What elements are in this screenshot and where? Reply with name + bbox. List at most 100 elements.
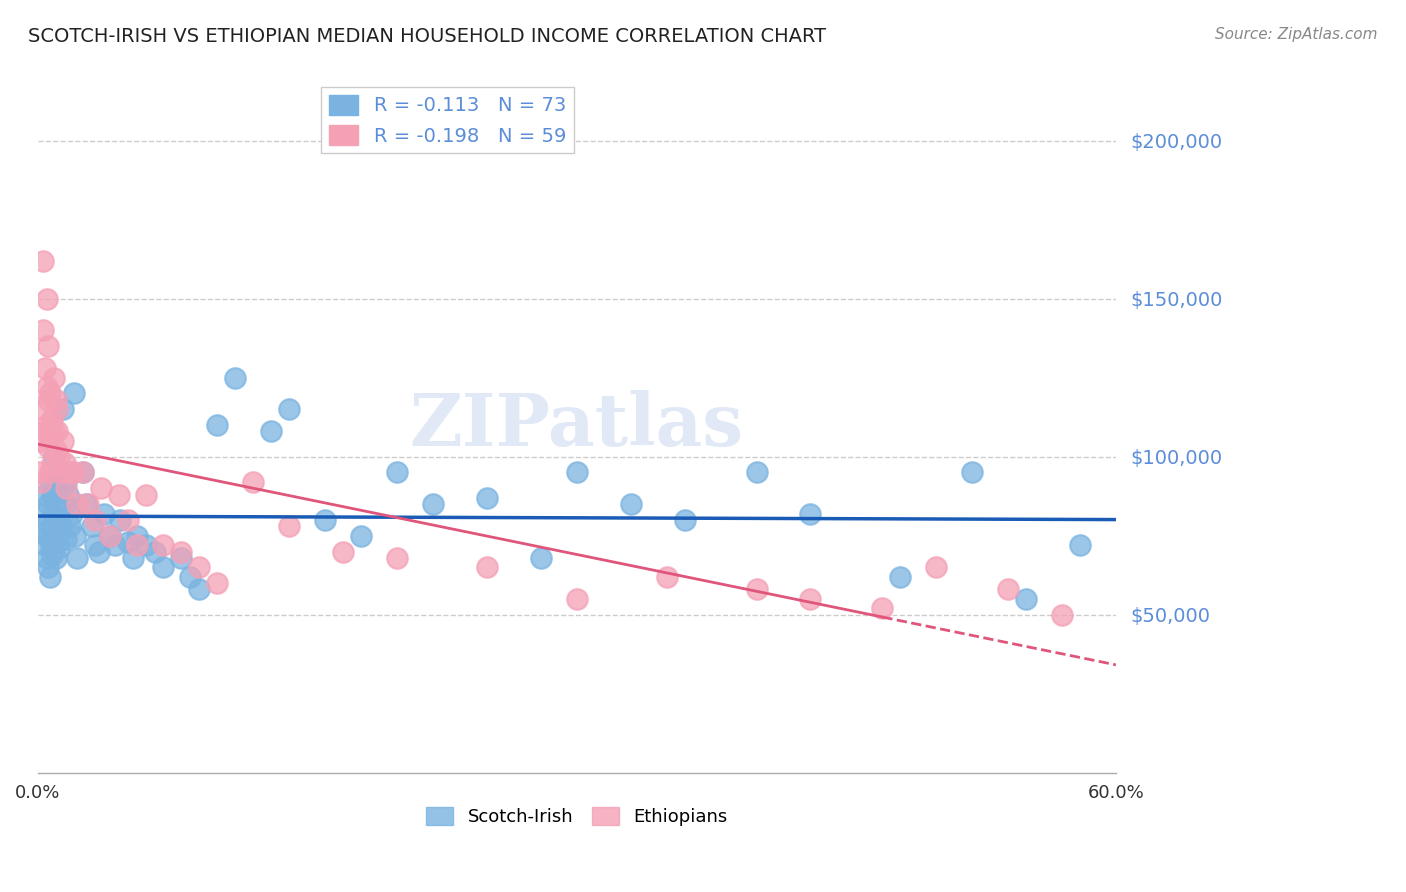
Point: [55, 532, 77, 546]
Point: [49, 466, 72, 480]
Point: [93, 507, 115, 521]
Point: [80, 519, 103, 533]
Point: [42, 370, 65, 384]
Point: [98, 529, 121, 543]
Point: [28, 466, 51, 480]
Point: [34, 538, 56, 552]
Point: [72, 466, 94, 480]
Point: [745, 582, 768, 597]
Point: [117, 535, 139, 549]
Point: [41, 411, 63, 425]
Point: [32, 525, 55, 540]
Point: [39, 466, 62, 480]
Point: [179, 570, 201, 584]
Point: [110, 513, 132, 527]
Point: [134, 488, 156, 502]
Point: [997, 582, 1019, 597]
Point: [1069, 538, 1091, 552]
Point: [35, 418, 58, 433]
Point: [475, 560, 498, 574]
Point: [48, 513, 70, 527]
Point: [385, 550, 408, 565]
Point: [32, 253, 55, 268]
Point: [35, 516, 58, 530]
Point: [30, 507, 52, 521]
Point: [152, 538, 174, 552]
Point: [41, 456, 63, 470]
Point: [55, 481, 77, 495]
Point: [37, 529, 59, 543]
Point: [52, 402, 75, 417]
Point: [55, 475, 77, 489]
Point: [170, 550, 193, 565]
Point: [49, 466, 72, 480]
Point: [872, 601, 894, 615]
Point: [98, 529, 121, 543]
Point: [53, 497, 76, 511]
Point: [278, 402, 301, 417]
Point: [242, 475, 264, 489]
Point: [37, 497, 59, 511]
Point: [37, 440, 59, 454]
Point: [960, 466, 983, 480]
Point: [35, 292, 58, 306]
Point: [53, 456, 76, 470]
Point: [49, 519, 72, 533]
Point: [39, 570, 62, 584]
Point: [30, 434, 52, 448]
Point: [41, 519, 63, 533]
Point: [39, 475, 62, 489]
Point: [41, 548, 63, 562]
Point: [58, 488, 80, 502]
Point: [77, 497, 100, 511]
Point: [39, 386, 62, 401]
Point: [66, 497, 89, 511]
Point: [565, 466, 588, 480]
Point: [62, 466, 84, 480]
Point: [673, 513, 696, 527]
Point: [52, 434, 75, 448]
Point: [37, 392, 59, 407]
Point: [799, 591, 821, 606]
Point: [117, 513, 139, 527]
Text: ZIPatlas: ZIPatlas: [409, 390, 744, 460]
Point: [46, 402, 69, 417]
Point: [134, 538, 156, 552]
Point: [39, 535, 62, 549]
Point: [799, 507, 821, 521]
Point: [1015, 591, 1038, 606]
Point: [84, 538, 107, 552]
Point: [745, 466, 768, 480]
Point: [62, 386, 84, 401]
Point: [125, 538, 148, 552]
Point: [42, 425, 65, 439]
Point: [889, 570, 911, 584]
Point: [122, 550, 145, 565]
Point: [1050, 607, 1073, 622]
Point: [65, 529, 87, 543]
Point: [332, 544, 354, 558]
Point: [45, 443, 67, 458]
Point: [107, 488, 129, 502]
Point: [422, 497, 444, 511]
Point: [46, 425, 69, 439]
Point: [37, 339, 59, 353]
Point: [41, 488, 63, 502]
Point: [188, 560, 211, 574]
Point: [152, 560, 174, 574]
Point: [84, 513, 107, 527]
Point: [46, 535, 69, 549]
Point: [34, 425, 56, 439]
Point: [87, 544, 110, 558]
Point: [60, 507, 83, 521]
Point: [188, 582, 211, 597]
Point: [39, 425, 62, 439]
Point: [207, 418, 229, 433]
Point: [72, 466, 94, 480]
Point: [42, 507, 65, 521]
Legend: Scotch-Irish, Ethiopians: Scotch-Irish, Ethiopians: [419, 799, 734, 833]
Point: [32, 402, 55, 417]
Point: [45, 478, 67, 492]
Point: [45, 392, 67, 407]
Point: [143, 544, 166, 558]
